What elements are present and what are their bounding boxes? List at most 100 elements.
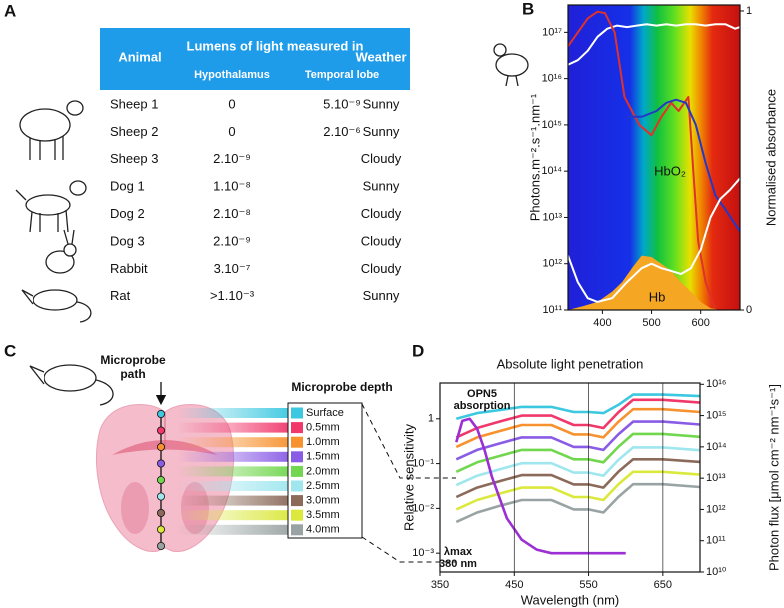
table-cell: 1.10⁻⁸ (213, 179, 251, 194)
table-cell: 2.10⁻⁹ (213, 233, 251, 248)
probe-dot (156, 475, 165, 484)
panel-label: C (4, 341, 16, 360)
series-line (455, 417, 626, 555)
table-cell: Rabbit (110, 261, 148, 276)
annotation: HbO₂ (654, 163, 686, 178)
plot-series (568, 10, 740, 310)
table-cell: Sunny (363, 179, 400, 194)
x-tick-label: 500 (642, 317, 660, 329)
y2-tick-label: 10¹⁶ (706, 378, 726, 390)
y-tick-label: 10¹⁵ (542, 119, 562, 131)
probe-dot (156, 542, 165, 551)
table-cell: Sheep 2 (110, 124, 158, 139)
series-line (455, 432, 700, 473)
annotation: OPN5 (467, 388, 497, 400)
rat-icon (21, 289, 92, 323)
y-tick-label: 10¹⁷ (542, 26, 562, 38)
table-cell: Sunny (363, 124, 400, 139)
series-line (568, 10, 717, 310)
table-cell: Rat (110, 288, 131, 303)
y2-tick-label: 10¹⁴ (706, 441, 727, 453)
legend-label: 3.0mm (306, 495, 340, 507)
probe-dot (156, 492, 165, 501)
table-cell: 2.10⁻⁹ (213, 151, 251, 166)
y2-tick-label: 10¹⁵ (706, 409, 726, 421)
legend-swatch (291, 495, 303, 507)
table-cell: Cloudy (361, 206, 402, 221)
table-header: Temporal lobe (305, 69, 379, 81)
legend-label: 2.0mm (306, 465, 340, 477)
depth-band (178, 466, 290, 477)
series-line (455, 420, 700, 461)
legend-label: 1.5mm (306, 451, 340, 463)
y-axis-label: Relative sensitivity (401, 424, 416, 531)
legend-swatch (291, 465, 303, 477)
panel-label: A (4, 1, 16, 20)
table-cell: Sunny (363, 96, 400, 111)
legend-label: 2.5mm (306, 480, 340, 492)
depth-band (178, 495, 290, 506)
y2-tick-label: 0 (746, 304, 752, 316)
rabbit-icon (45, 229, 77, 274)
probe-label: path (120, 367, 145, 381)
depth-band (178, 437, 290, 448)
y-tick-label: 10⁻³ (412, 547, 434, 559)
legend-swatch (291, 480, 303, 492)
series-line (455, 407, 700, 449)
series-line (455, 398, 700, 439)
table-cell: Cloudy (361, 151, 402, 166)
probe-dot (156, 442, 165, 451)
x-axis-label: Wavelength (nm) (521, 592, 620, 607)
y-tick-label: 10¹³ (542, 211, 562, 223)
table-cell: 5.10⁻⁹ (323, 96, 361, 111)
series-line (455, 446, 700, 487)
table-cell: 0 (228, 124, 235, 139)
table-header-bg (100, 28, 410, 90)
x-tick-label: 650 (654, 579, 672, 591)
panel-label: D (412, 341, 424, 360)
legend-label: 3.5mm (306, 509, 340, 521)
table-cell: Sunny (363, 288, 400, 303)
table-cell: Cloudy (361, 261, 402, 276)
y-tick-label: 10¹² (542, 258, 562, 270)
y2-tick-label: 10¹³ (706, 472, 726, 484)
y-tick-label: 10¹⁶ (542, 73, 562, 85)
legend-swatch (291, 509, 303, 521)
legend-label: 4.0mm (306, 524, 340, 536)
table-cell: 2.10⁻⁶ (323, 124, 361, 139)
table-cell: >1.10⁻³ (210, 288, 255, 303)
probe-dot (156, 459, 165, 468)
y-tick-label: 10⁻¹ (412, 458, 434, 470)
x-tick-label: 600 (692, 317, 710, 329)
connector (361, 536, 456, 563)
y2-tick-label: 10¹² (706, 503, 726, 515)
x-tick-label: 450 (505, 579, 523, 591)
annotation: λmax (444, 546, 473, 558)
table-cell: Sheep 3 (110, 151, 158, 166)
y2-axis-label: Photon flux [μmol cm⁻² nm⁻¹s⁻¹] (766, 384, 781, 571)
series-line (455, 458, 700, 499)
legend-swatch (291, 422, 303, 434)
y2-axis-label: Normalised absorbance (763, 89, 778, 226)
depth-band (178, 422, 290, 433)
table-cell: Sheep 1 (110, 96, 158, 111)
x-tick-label: 550 (579, 579, 597, 591)
y-tick-label: 10¹⁴ (541, 165, 562, 177)
probe-dot (156, 426, 165, 435)
probe-dot (156, 409, 165, 418)
legend-swatch (291, 407, 303, 419)
series-line (455, 470, 700, 511)
x-tick-label: 400 (593, 317, 611, 329)
x-tick-label: 350 (431, 579, 449, 591)
brain-region (181, 482, 209, 534)
series-line (455, 393, 700, 421)
table-header: Lumens of light measured in (187, 38, 364, 53)
depth-band (178, 510, 290, 521)
table-cell: 0 (228, 96, 235, 111)
y-tick-label: 10⁻² (412, 502, 434, 514)
legend-swatch (291, 524, 303, 536)
series-area (568, 255, 721, 310)
annotation: Hb (649, 289, 666, 304)
probe-dot (156, 525, 165, 534)
